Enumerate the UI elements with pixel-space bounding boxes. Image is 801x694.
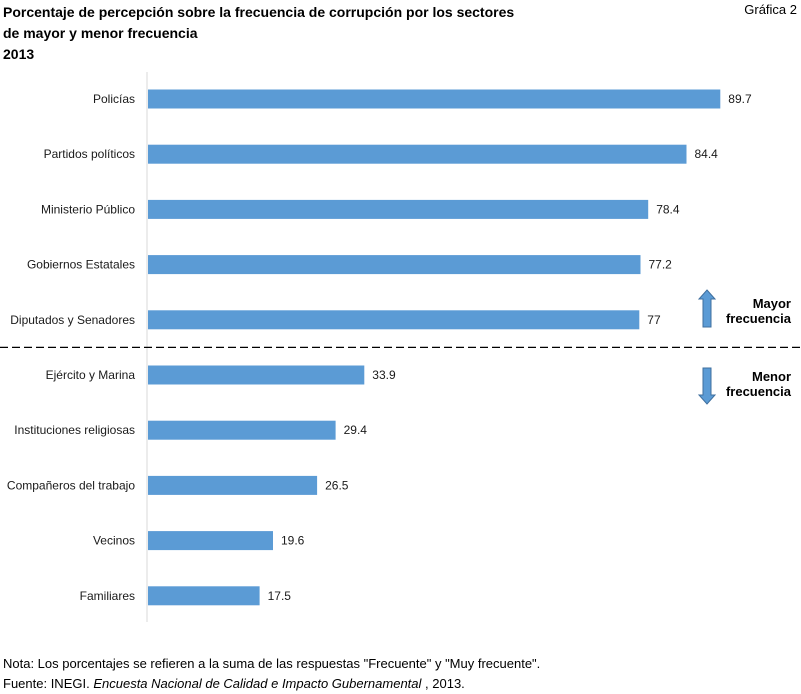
value-label: 89.7 (728, 92, 752, 106)
category-label: Gobiernos Estatales (27, 258, 135, 272)
bar (148, 144, 687, 164)
source-prefix: Fuente: INEGI. (3, 676, 94, 691)
legend-lower-line2: frecuencia (726, 384, 792, 399)
bar (148, 255, 641, 275)
bars-group: Policías 89.7 Partidos políticos 84.4 Minist… (7, 89, 752, 606)
category-label: Ejército y Marina (46, 368, 136, 382)
value-label: 77.2 (649, 258, 673, 272)
bar (148, 89, 721, 109)
category-label: Policías (93, 92, 135, 106)
chart-title: Porcentaje de percepción sobre la frecue… (3, 2, 523, 65)
bar (148, 365, 365, 385)
value-label: 84.4 (695, 147, 719, 161)
value-label: 26.5 (325, 478, 349, 492)
note-text: Nota: Los porcentajes se refieren a la s… (3, 656, 541, 671)
category-label: Ministerio Público (41, 202, 135, 216)
bar (148, 199, 649, 219)
title-line-1: Porcentaje de percepción sobre la frecue… (3, 4, 515, 20)
value-label: 29.4 (344, 423, 368, 437)
bar (148, 420, 336, 440)
category-label: Vecinos (93, 534, 135, 548)
title-year: 2013 (3, 46, 35, 62)
value-label: 17.5 (268, 589, 292, 603)
source-line: Fuente: INEGI. Encuesta Nacional de Cali… (3, 674, 540, 694)
down-arrow-icon (697, 367, 717, 405)
value-label: 78.4 (656, 202, 680, 216)
up-arrow-icon (697, 289, 717, 328)
category-label: Diputados y Senadores (10, 313, 135, 327)
category-label: Familiares (80, 589, 135, 603)
value-label: 33.9 (372, 368, 396, 382)
bar (148, 310, 640, 330)
title-line-2: de mayor y menor frecuencia (3, 25, 198, 41)
chart-footnote: Nota: Los porcentajes se refieren a la s… (3, 654, 540, 694)
category-label: Partidos políticos (44, 147, 135, 161)
legend-upper-line2: frecuencia (726, 311, 792, 326)
bar (148, 475, 318, 495)
category-label: Instituciones religiosas (14, 423, 135, 437)
source-suffix: , 2013. (421, 676, 465, 691)
bar (148, 531, 273, 551)
category-label: Compañeros del trabajo (7, 478, 135, 492)
value-label: 19.6 (281, 534, 305, 548)
source-title: Encuesta Nacional de Calidad e Impacto G… (93, 676, 422, 691)
bar (148, 586, 260, 606)
legend-lower-line1: Menor (752, 369, 791, 384)
legend-upper-line1: Mayor (753, 296, 791, 311)
bar-chart: Policías 89.7 Partidos políticos 84.4 Minist… (0, 72, 801, 622)
value-label: 77 (647, 313, 661, 327)
figure-tag: Gráfica 2 (744, 2, 797, 17)
